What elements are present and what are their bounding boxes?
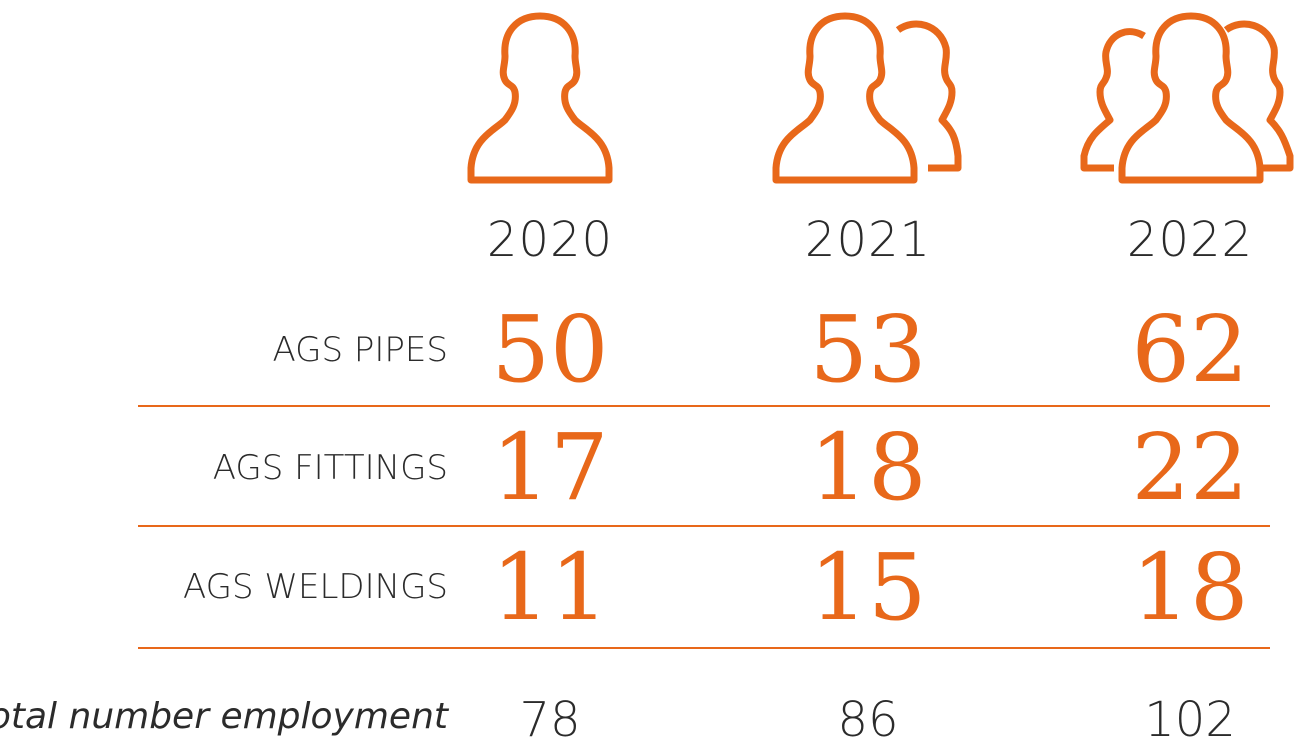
- person-icon: [465, 8, 615, 188]
- row-divider: [138, 405, 1270, 407]
- value-weldings-2020: 11: [491, 534, 609, 641]
- value-fittings-2022: 22: [1131, 414, 1249, 521]
- value-pipes-2021: 53: [809, 296, 927, 403]
- three-people-icon: [1078, 8, 1298, 188]
- two-people-icon: [770, 8, 965, 188]
- row-divider: [138, 647, 1270, 649]
- column-header-2021: 2021: [804, 212, 932, 268]
- value-weldings-2022: 18: [1131, 534, 1249, 641]
- column-header-2022: 2022: [1126, 212, 1254, 268]
- row-label-ags-fittings: AGS FITTINGS: [212, 448, 448, 488]
- row-label-ags-weldings: AGS WELDINGS: [182, 567, 448, 607]
- value-weldings-2021: 15: [809, 534, 927, 641]
- value-fittings-2021: 18: [809, 414, 927, 521]
- value-fittings-2020: 17: [491, 414, 609, 521]
- value-pipes-2022: 62: [1131, 296, 1249, 403]
- total-2020: 78: [519, 692, 581, 748]
- column-header-2020: 2020: [486, 212, 614, 268]
- row-divider: [138, 525, 1270, 527]
- total-label: Total number employment: [0, 696, 448, 737]
- row-label-ags-pipes: AGS PIPES: [272, 330, 449, 370]
- total-2022: 102: [1144, 692, 1236, 748]
- total-2021: 86: [837, 692, 899, 748]
- value-pipes-2020: 50: [491, 296, 609, 403]
